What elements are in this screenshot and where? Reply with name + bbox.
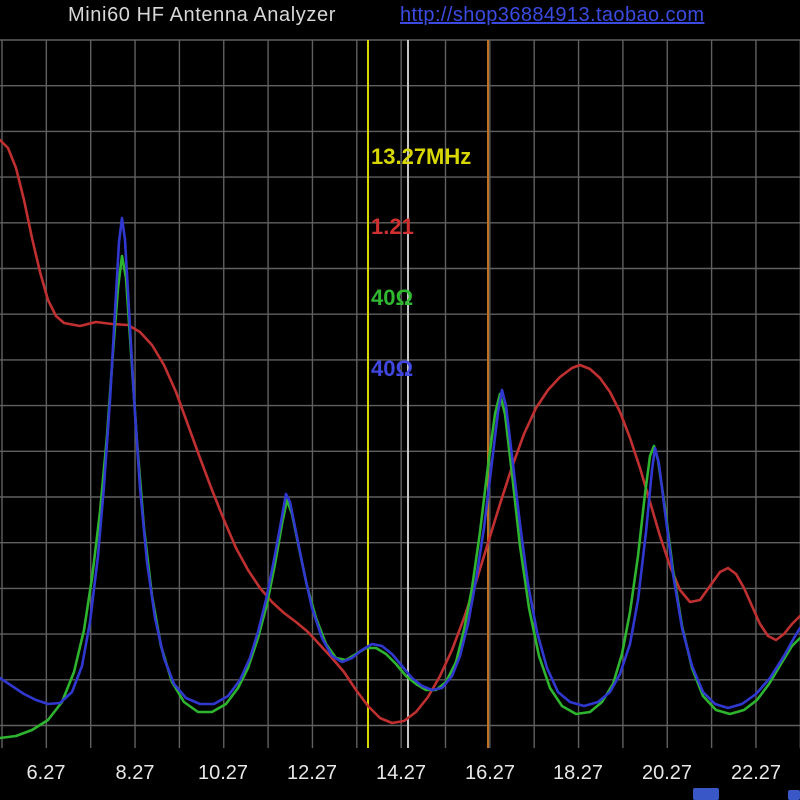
x-tick-label-6-27: 6.27 [27,762,66,784]
x-tick-label-12-27: 12.27 [287,762,337,784]
corner-icon-partial-right [788,790,800,800]
readout-resistance: 40Ω [371,356,413,381]
readout-impedance: 40Ω [371,285,413,310]
x-tick-label-8-27: 8.27 [116,762,155,784]
shop-link[interactable]: http://shop36884913.taobao.com [400,4,705,26]
x-tick-label-22-27: 22.27 [731,762,781,784]
x-tick-label-10-27: 10.27 [198,762,248,784]
x-tick-label-14-27: 14.27 [376,762,426,784]
readout-swr: 1.21 [371,214,414,239]
swr-curve [0,138,800,725]
x-tick-label-18-27: 18.27 [553,762,603,784]
corner-icon-partial-left [693,788,719,800]
x-tick-label-16-27: 16.27 [465,762,515,784]
x-tick-label-20-27: 20.27 [642,762,692,784]
title-bar: Mini60 HF Antenna Analyzer http://shop36… [0,0,800,40]
readout-frequency: 13.27MHz [371,144,471,169]
app-title: Mini60 HF Antenna Analyzer [68,4,336,26]
r-curve [0,216,800,710]
